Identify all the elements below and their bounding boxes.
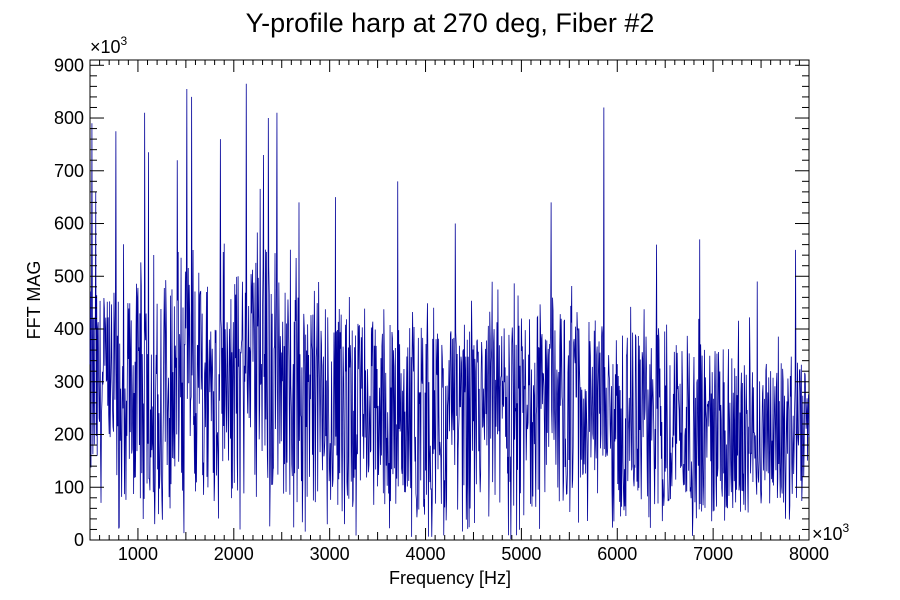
fft-magnitude-line (89, 83, 810, 539)
ticks-group (89, 60, 810, 541)
chart-title: Y-profile harp at 270 deg, Fiber #2 (246, 8, 655, 38)
y-multiplier-base: ×10 (90, 37, 121, 57)
y-axis-label: FFT MAG (24, 261, 44, 340)
x-multiplier-exponent: 3 (843, 521, 850, 535)
x-tick-label: 7000 (693, 544, 733, 564)
tick-labels-group: 1000 2000 3000 4000 5000 6000 7000 8000 0 100 200 3… (54, 55, 829, 564)
x-tick-label: 3000 (310, 544, 350, 564)
x-tick-label: 4000 (406, 544, 446, 564)
y-axis-multiplier: ×103 (90, 34, 128, 57)
x-tick-label: 8000 (789, 544, 829, 564)
y-tick-label: 400 (54, 319, 84, 339)
series-group (89, 83, 810, 539)
y-tick-label: 600 (54, 214, 84, 234)
y-multiplier-exponent: 3 (121, 34, 128, 48)
x-axis-multiplier: ×103 (812, 521, 850, 544)
x-tick-label: 6000 (597, 544, 637, 564)
plot-frame (89, 59, 810, 541)
x-tick-label: 2000 (214, 544, 254, 564)
y-tick-label: 0 (74, 530, 84, 550)
y-tick-label: 700 (54, 161, 84, 181)
y-tick-label: 300 (54, 372, 84, 392)
y-tick-label: 500 (54, 266, 84, 286)
y-tick-label: 800 (54, 108, 84, 128)
x-axis-label: Frequency [Hz] (389, 568, 511, 588)
y-tick-label: 100 (54, 477, 84, 497)
x-tick-label: 1000 (118, 544, 158, 564)
x-multiplier-base: ×10 (812, 524, 843, 544)
plot-area (89, 59, 810, 541)
y-tick-label: 200 (54, 425, 84, 445)
y-tick-label: 900 (54, 55, 84, 75)
x-tick-label: 5000 (501, 544, 541, 564)
